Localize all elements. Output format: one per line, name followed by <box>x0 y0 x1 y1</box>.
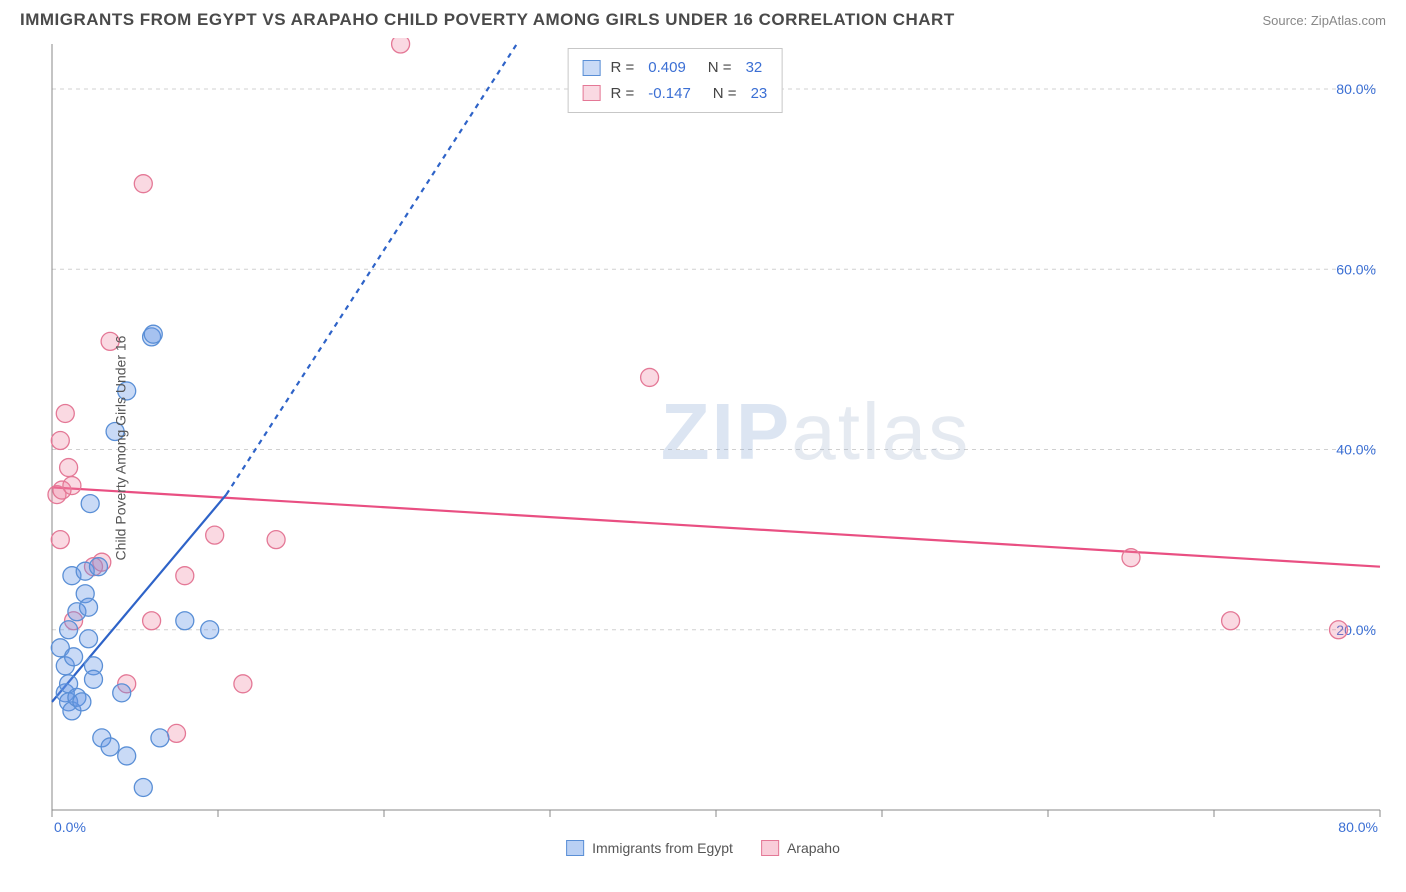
stats-legend-box: R =0.409 N =32 R =-0.147 N =23 <box>567 48 782 113</box>
source-attribution: Source: ZipAtlas.com <box>1262 13 1386 28</box>
svg-text:80.0%: 80.0% <box>1338 819 1378 835</box>
stats-row-series-1: R =0.409 N =32 <box>582 55 767 81</box>
chart-title: IMMIGRANTS FROM EGYPT VS ARAPAHO CHILD P… <box>20 10 955 30</box>
svg-text:40.0%: 40.0% <box>1336 442 1376 458</box>
scatter-plot-svg: 20.0%40.0%60.0%80.0%0.0%80.0% <box>0 38 1406 858</box>
legend-item-2: Arapaho <box>761 840 840 856</box>
legend-item-1: Immigrants from Egypt <box>566 840 733 856</box>
svg-text:60.0%: 60.0% <box>1336 261 1376 277</box>
svg-text:0.0%: 0.0% <box>54 819 86 835</box>
chart-container: Child Poverty Among Girls Under 16 20.0%… <box>0 38 1406 858</box>
y-axis-label: Child Poverty Among Girls Under 16 <box>112 336 128 561</box>
svg-text:80.0%: 80.0% <box>1336 81 1376 97</box>
bottom-legend: Immigrants from Egypt Arapaho <box>566 840 840 856</box>
stats-row-series-2: R =-0.147 N =23 <box>582 81 767 107</box>
